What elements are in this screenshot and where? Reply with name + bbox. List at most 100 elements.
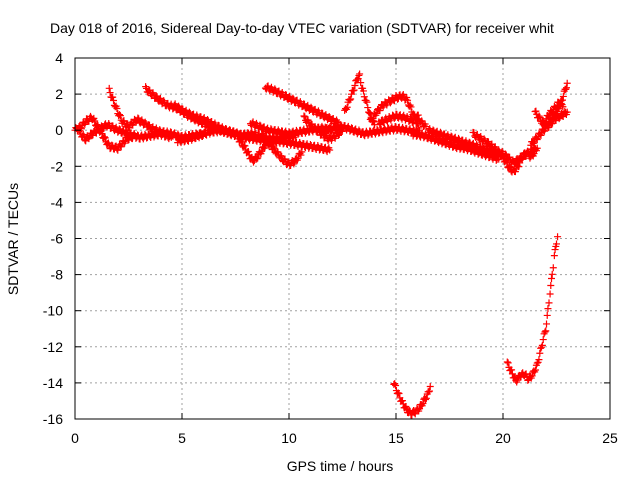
data-point-13-17 [355, 71, 363, 79]
data-point-12-13 [328, 126, 336, 134]
data-point-5-39 [206, 130, 214, 138]
data-point-9-57 [294, 130, 302, 138]
y-tick-label-4: -4 [51, 194, 64, 210]
data-point-6-27 [256, 149, 264, 157]
data-point-2-5 [110, 96, 118, 104]
data-point-15-46 [414, 111, 422, 119]
data-point-13-27 [364, 104, 372, 112]
data-point-13-23 [360, 93, 368, 101]
data-point-23-46 [543, 320, 551, 328]
data-point-23-45 [542, 327, 550, 335]
data-series [71, 70, 571, 419]
series-arc-12 [300, 112, 346, 144]
data-point-13-28 [365, 108, 373, 116]
data-point-23-52 [548, 274, 556, 282]
data-point-13-25 [362, 96, 370, 104]
data-point-6-13 [244, 148, 252, 155]
data-point-2-59 [156, 126, 164, 134]
data-point-0-52 [114, 146, 122, 154]
series-arc-22 [538, 98, 567, 136]
data-point-16-2 [411, 128, 419, 136]
data-point-6-32 [260, 144, 268, 152]
data-point-23-27 [526, 373, 534, 381]
x-tick-label-4: 20 [495, 430, 511, 446]
data-point-5-72 [233, 128, 241, 136]
data-point-23-50 [546, 290, 554, 298]
data-point-19-12 [537, 131, 545, 139]
data-point-9-24 [267, 125, 275, 133]
data-point-3-22 [160, 97, 168, 105]
data-point-3-13 [152, 92, 160, 100]
data-point-0-37 [101, 134, 109, 142]
data-point-13-7 [347, 95, 355, 103]
x-tick-label-5: 25 [602, 430, 618, 446]
series-arc-13 [317, 121, 421, 140]
data-point-1-24 [95, 126, 103, 134]
data-point-2-12 [116, 111, 124, 119]
data-point-15-40 [409, 119, 417, 127]
data-point-18-76 [533, 144, 541, 152]
data-point-18-35 [499, 151, 507, 159]
data-point-18-64 [523, 148, 531, 156]
data-point-6-5 [238, 138, 246, 146]
data-point-6-33 [261, 143, 269, 151]
data-point-22-28 [414, 406, 422, 414]
data-point-13-16 [354, 75, 362, 83]
data-point-17-15 [436, 128, 444, 136]
data-point-2-7 [111, 103, 119, 111]
data-point-6-3 [236, 137, 244, 145]
data-point-20-17 [545, 123, 553, 131]
data-point-13-12 [351, 82, 359, 90]
data-point-23-55 [550, 252, 558, 260]
data-point-21-5 [542, 119, 550, 127]
data-point-18-43 [505, 162, 513, 170]
data-point-19-43 [562, 84, 570, 92]
data-point-2-1 [106, 89, 114, 97]
data-point-2-13 [116, 112, 124, 120]
data-point-13-29 [365, 109, 373, 117]
series-arc-15 [366, 90, 424, 134]
data-point-22-13 [401, 404, 409, 412]
data-point-18-50 [511, 168, 519, 176]
data-point-22-43 [426, 383, 434, 391]
data-point-13-8 [347, 90, 355, 98]
data-point-12-57 [364, 131, 372, 139]
data-point-22-10 [398, 397, 406, 405]
data-point-18-74 [532, 145, 540, 153]
data-point-21-9 [545, 113, 553, 121]
data-point-23-54 [549, 264, 557, 272]
data-point-0-11 [80, 119, 88, 127]
data-point-15-55 [422, 123, 430, 131]
data-point-20-6 [536, 113, 544, 121]
chart-title: Day 018 of 2016, Sidereal Day-to-day VTE… [50, 20, 554, 36]
data-point-0-36 [100, 133, 108, 141]
data-point-13-11 [350, 86, 358, 94]
data-point-21-0 [538, 128, 546, 136]
data-point-11-41 [334, 131, 342, 139]
data-point-14-46 [405, 102, 413, 110]
data-point-7-44 [297, 151, 305, 159]
data-point-23-58 [553, 240, 560, 248]
data-point-21-13 [549, 109, 557, 117]
data-point-18-70 [528, 151, 536, 159]
data-point-12-79 [382, 128, 390, 136]
data-point-9-66 [301, 129, 309, 137]
data-point-7-17 [274, 148, 282, 156]
data-point-22-0 [390, 380, 398, 388]
x-tick-label-3: 15 [388, 430, 404, 446]
x-axis-label: GPS time / hours [287, 458, 394, 474]
data-point-1-1 [76, 127, 84, 135]
data-point-13-19 [357, 79, 365, 87]
y-tick-label-2: 0 [55, 122, 63, 138]
grid-lines [75, 58, 610, 419]
data-point-21-4 [541, 120, 549, 128]
data-point-21-1 [538, 125, 546, 133]
data-point-13-6 [346, 96, 354, 104]
x-tick-label-2: 10 [281, 430, 297, 446]
data-point-14-11 [376, 107, 384, 115]
data-point-13-3 [343, 103, 351, 111]
data-point-23-42 [539, 336, 547, 344]
data-point-14-38 [398, 92, 406, 100]
y-tick-label-10: -16 [43, 411, 63, 427]
